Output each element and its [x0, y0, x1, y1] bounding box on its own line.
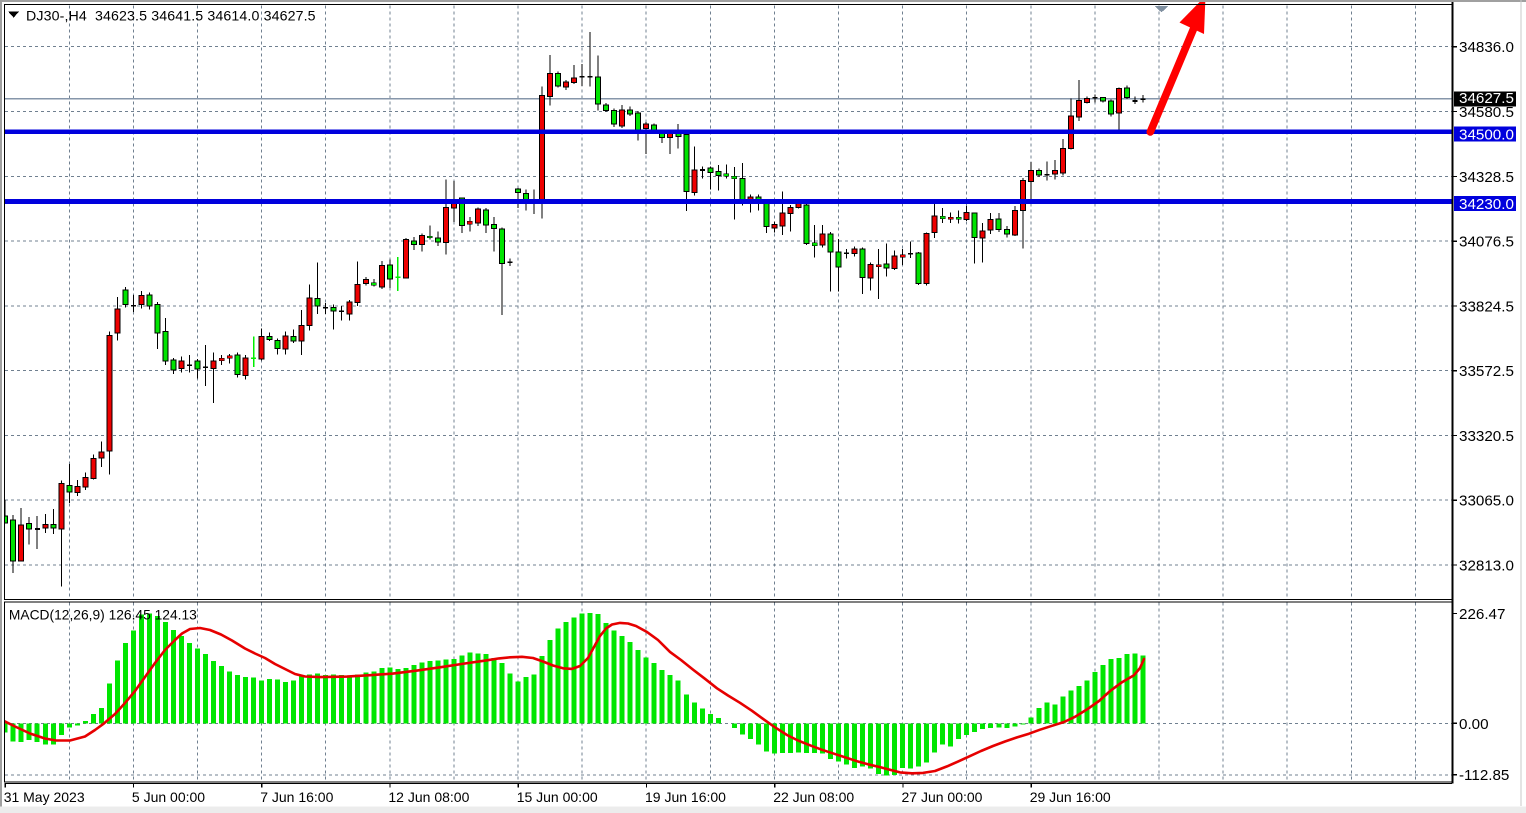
svg-text:19 Jun 16:00: 19 Jun 16:00 [645, 789, 726, 805]
svg-text:5 Jun 00:00: 5 Jun 00:00 [132, 789, 205, 805]
svg-text:-112.85: -112.85 [1459, 767, 1509, 784]
svg-text:34230.0: 34230.0 [1459, 196, 1514, 213]
svg-text:27 Jun 00:00: 27 Jun 00:00 [902, 789, 983, 805]
svg-text:33824.5: 33824.5 [1459, 299, 1514, 316]
svg-text:34836.0: 34836.0 [1459, 39, 1514, 56]
svg-text:22 Jun 08:00: 22 Jun 08:00 [773, 789, 854, 805]
svg-text:33572.5: 33572.5 [1459, 363, 1514, 380]
svg-text:33320.5: 33320.5 [1459, 428, 1514, 445]
svg-text:31 May 2023: 31 May 2023 [4, 789, 85, 805]
svg-text:34076.5: 34076.5 [1459, 234, 1514, 251]
svg-text:226.47: 226.47 [1459, 606, 1505, 623]
svg-text:34328.5: 34328.5 [1459, 169, 1514, 186]
svg-text:29 Jun 16:00: 29 Jun 16:00 [1030, 789, 1111, 805]
svg-text:33065.0: 33065.0 [1459, 493, 1514, 510]
svg-text:34580.5: 34580.5 [1459, 104, 1514, 121]
svg-text:7 Jun 16:00: 7 Jun 16:00 [260, 789, 333, 805]
svg-text:34627.5: 34627.5 [1459, 90, 1514, 107]
svg-text:DJ30-,H4 34623.5 34641.5 3461: DJ30-,H4 34623.5 34641.5 34614.0 34627.5 [26, 8, 316, 24]
svg-text:34500.0: 34500.0 [1459, 127, 1514, 144]
svg-text:MACD(12,26,9) 126.45 124.13: MACD(12,26,9) 126.45 124.13 [9, 608, 197, 623]
svg-text:15 Jun 00:00: 15 Jun 00:00 [517, 789, 598, 805]
svg-text:12 Jun 08:00: 12 Jun 08:00 [388, 789, 469, 805]
svg-text:32813.0: 32813.0 [1459, 558, 1514, 575]
svg-text:0.00: 0.00 [1459, 716, 1489, 733]
